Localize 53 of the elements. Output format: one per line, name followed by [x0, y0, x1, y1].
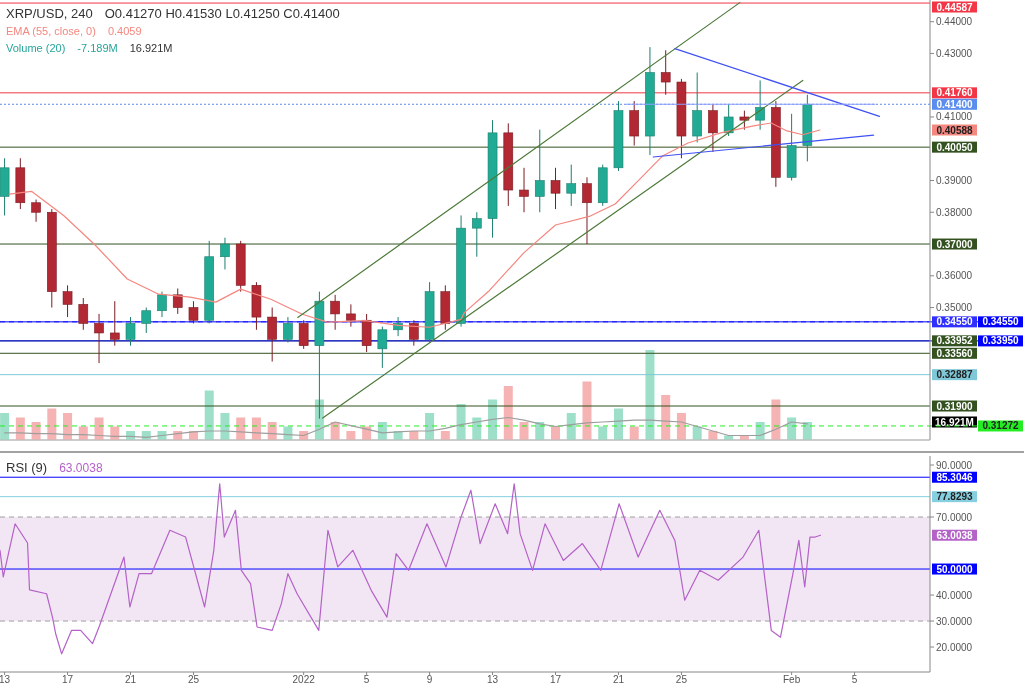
y-tick-label: 0.36000 — [936, 270, 973, 282]
text: 63.0038 — [936, 529, 974, 541]
ref-line-label: 0.33560 — [936, 347, 974, 359]
ref-line-label: 0.34550 — [936, 316, 974, 328]
y-tick-label: 20.0000 — [936, 641, 973, 653]
x-tick-label: 25 — [187, 674, 200, 685]
x-tick-label: 17 — [549, 674, 562, 685]
ref-line-label: 0.41400 — [936, 98, 974, 110]
y-tick-label: 0.41000 — [936, 111, 973, 123]
x-tick-label: Feb — [783, 674, 801, 685]
ref-line-label: 50.0000 — [936, 563, 974, 575]
annotation: -7.189M — [77, 42, 118, 54]
y-tick-label: 0.44000 — [936, 16, 973, 28]
y-tick-label: 0.39000 — [936, 175, 973, 186]
y-tick-label: 30.0000 — [936, 615, 973, 627]
y-tick-label: 90.0000 — [936, 459, 973, 471]
ref-line-label: 0.41760 — [936, 87, 974, 99]
y-tick-label: 40.0000 — [936, 589, 973, 601]
text: Volume (20) — [6, 42, 66, 54]
ref-line-label: 0.31900 — [936, 400, 974, 412]
ref-line-label: 0.32887 — [936, 369, 974, 381]
ref-line-label: 0.34550 — [982, 316, 1020, 328]
chart-title: XRP/USD, 240 — [6, 6, 93, 21]
x-tick-label: 5 — [363, 674, 370, 685]
x-tick-label: 17 — [61, 674, 74, 685]
ref-line-label: 0.40050 — [936, 141, 974, 153]
ref-line-label: 0.31272 — [982, 420, 1020, 432]
y-tick-label: 0.35000 — [936, 302, 973, 314]
x-tick-label: 2022 — [292, 674, 316, 685]
x-tick-label: 21 — [124, 674, 137, 685]
x-tick-label: 5 — [851, 674, 858, 685]
y-tick-label: 0.43000 — [936, 47, 973, 59]
text: 16.921M — [935, 416, 974, 428]
x-tick-label: 25 — [675, 674, 688, 685]
ref-line-label: 85.3046 — [936, 471, 974, 483]
annotation: 0.4059 — [107, 25, 142, 37]
x-tick-label: 21 — [612, 674, 625, 685]
annotation: 63.0038 — [59, 461, 103, 475]
text: EMA (55, close, 0) — [6, 25, 96, 37]
ref-line-label: 0.33950 — [982, 335, 1020, 347]
ref-line-label: 0.33952 — [936, 335, 974, 347]
x-tick-label: 9 — [426, 674, 433, 685]
y-tick-label: 70.0000 — [936, 511, 973, 523]
y-tick-label: 0.38000 — [936, 206, 973, 218]
ref-line-label: 0.44587 — [936, 1, 974, 13]
chart-title: RSI (9) — [6, 460, 48, 475]
text: 0.40588 — [936, 124, 974, 136]
x-tick-label: 13 — [486, 674, 499, 685]
x-tick-label: 13 — [0, 674, 11, 685]
annotation: 16.921M — [129, 42, 173, 54]
ref-line-label: 77.8293 — [936, 491, 974, 503]
ref-line-label: 0.37000 — [936, 238, 974, 250]
chart-subtitle: O0.41270 H0.41530 L0.41250 C0.41400 — [104, 6, 340, 21]
